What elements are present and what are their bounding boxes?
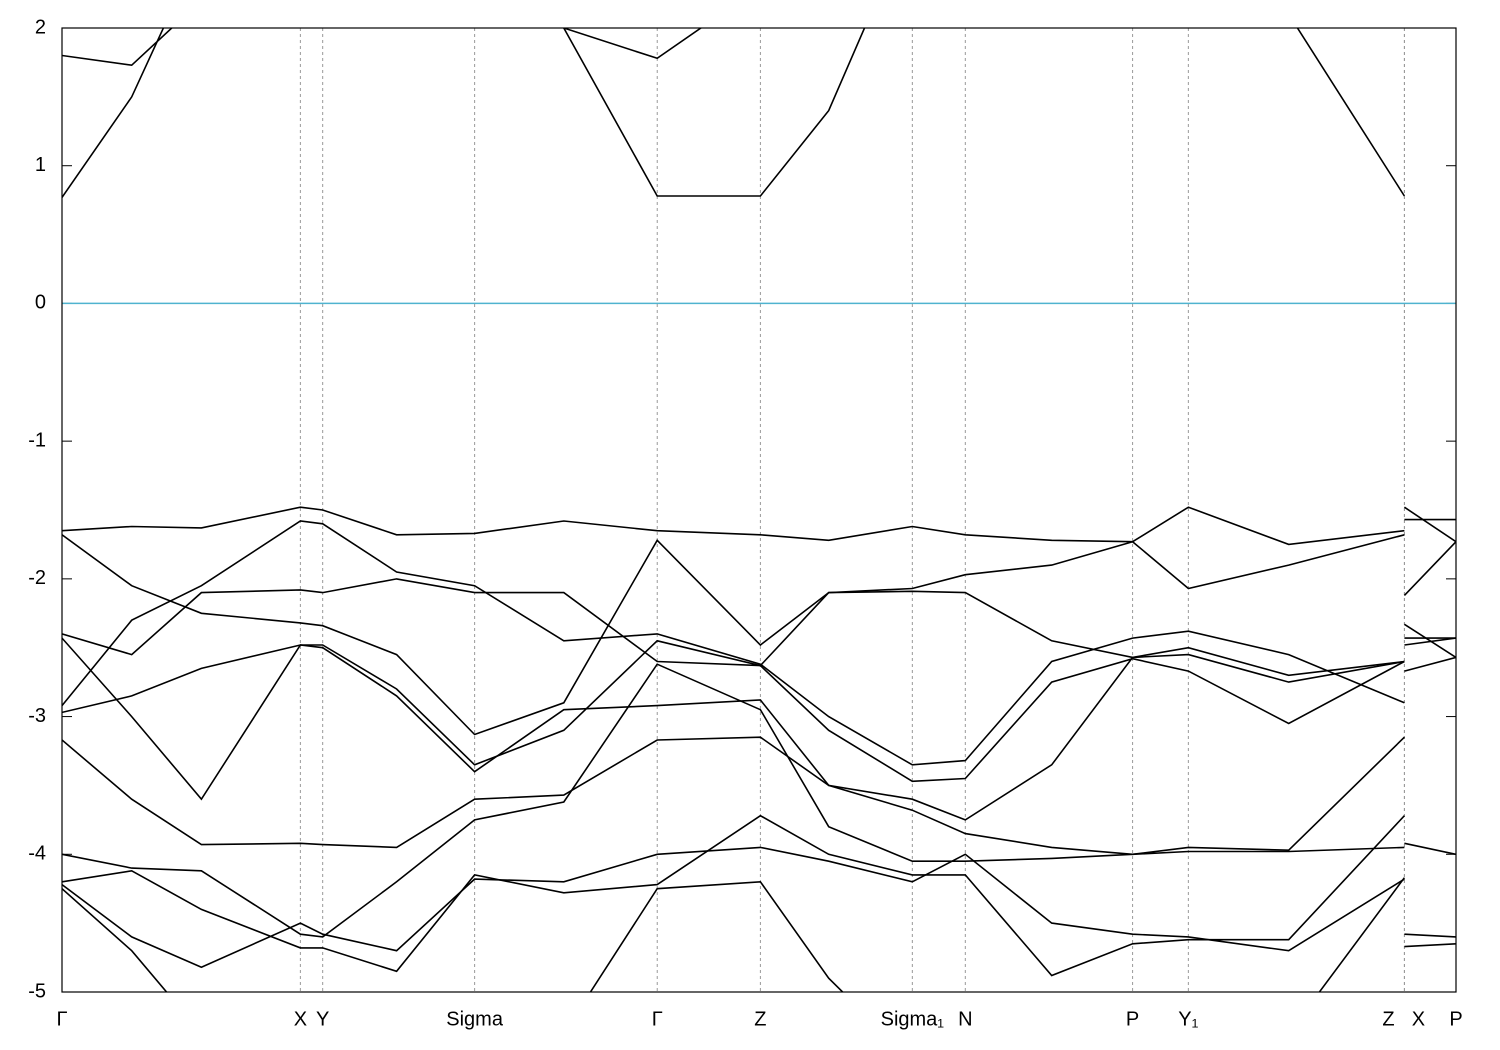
band-line: [62, 506, 1456, 546]
y-tick-label: -1: [28, 429, 46, 451]
band-line: [62, 814, 1456, 977]
x-tick-label: Γ: [56, 1008, 67, 1030]
y-tick-label: -3: [28, 705, 46, 727]
y-tick-label: 2: [35, 16, 46, 38]
y-tick-label: -4: [28, 843, 46, 865]
x-tick-label: X: [294, 1008, 307, 1030]
band-line: [62, 28, 703, 67]
x-tick-label: Y₁: [1178, 1008, 1198, 1030]
x-tick-label: Sigma₁: [881, 1008, 945, 1030]
band-line: [62, 28, 1406, 198]
y-tick-label: -2: [28, 567, 46, 589]
x-tick-label: Y: [316, 1008, 329, 1030]
x-tick-label: Γ: [652, 1008, 663, 1030]
band-line: [62, 541, 1456, 677]
band-line: [62, 877, 1406, 992]
band-line: [62, 518, 1456, 736]
x-tick-label: X: [1412, 1008, 1425, 1030]
y-tick-label: -5: [28, 980, 46, 1002]
x-tick-label: N: [958, 1008, 972, 1030]
y-tick-label: 0: [35, 292, 46, 314]
x-tick-label: Z: [1382, 1008, 1394, 1030]
x-tick-label: P: [1449, 1008, 1462, 1030]
x-tick-label: Sigma: [446, 1008, 504, 1030]
band-line: [62, 637, 1456, 783]
bands: [62, 28, 1456, 992]
band-line: [62, 637, 1456, 821]
x-tick-label: P: [1126, 1008, 1139, 1030]
band-line: [62, 846, 1456, 969]
y-tick-label: 1: [35, 154, 46, 176]
plot-frame: [61, 27, 1457, 993]
x-tick-label: Z: [754, 1008, 766, 1030]
band-line: [62, 656, 1456, 856]
band-line: [62, 663, 1456, 938]
